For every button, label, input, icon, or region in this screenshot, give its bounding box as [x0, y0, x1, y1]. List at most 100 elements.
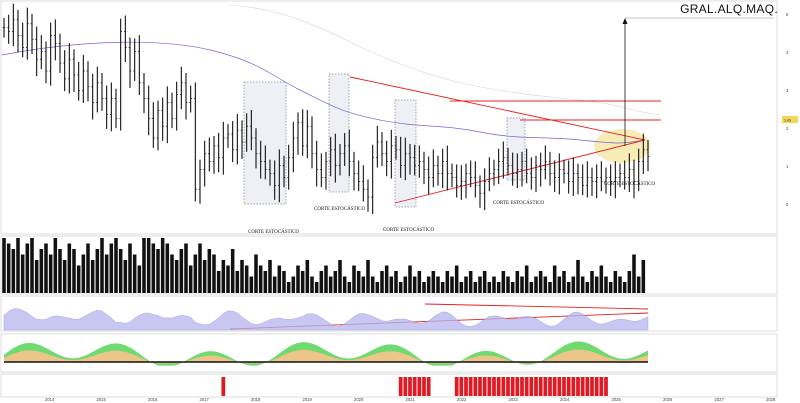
volume-bar — [174, 260, 179, 293]
volume-bar — [165, 243, 170, 293]
signal-bar — [398, 377, 403, 396]
volume-bar — [170, 254, 174, 293]
volume-bar — [95, 249, 100, 293]
volume-bar — [244, 265, 249, 293]
volume-bar — [398, 282, 403, 293]
volume-bar — [384, 265, 389, 293]
volume-bar — [30, 238, 34, 293]
volume-bar — [641, 260, 646, 293]
signal-bar — [552, 377, 557, 396]
volume-bar — [352, 265, 356, 293]
x-tick-label: 2022 — [457, 397, 467, 402]
signal-bar — [599, 377, 604, 396]
volume-bar — [552, 265, 557, 293]
volume-bar — [380, 271, 384, 293]
x-tick-label: 2020 — [354, 397, 364, 402]
signal-bar — [496, 377, 501, 396]
volume-bar — [459, 282, 464, 293]
signal-bar — [221, 377, 226, 396]
signal-bar — [478, 377, 482, 396]
volume-bar — [62, 260, 67, 293]
consolidation-boxes — [243, 73, 526, 208]
volume-bar — [109, 243, 114, 293]
signal-bar — [468, 377, 473, 396]
volume-bar — [314, 282, 319, 293]
annotation-corte-5: CORTE ESTOCÁSTICO — [604, 181, 656, 187]
signal-bar — [524, 377, 529, 396]
volume-bar — [412, 276, 417, 293]
x-tick-label: 2026 — [663, 397, 673, 402]
x-tick-label: 2018 — [251, 397, 261, 402]
volume-bar — [468, 271, 473, 293]
volume-bar — [436, 276, 440, 293]
signal-bar — [566, 377, 571, 396]
volume-bar — [146, 238, 151, 293]
signal-bar — [510, 377, 515, 396]
signal-bar — [487, 377, 492, 396]
volume-bar — [450, 276, 454, 293]
ticker-title: GRAL.ALQ.MAQ. — [680, 2, 778, 16]
volume-bar — [338, 260, 342, 293]
last-price-label: 1,43 — [784, 119, 791, 123]
volume-bar — [72, 249, 76, 293]
x-tick-label: 2023 — [509, 397, 519, 402]
x-tick-label: 2025 — [612, 397, 622, 402]
volume-bar — [25, 243, 30, 293]
signal-bar — [590, 377, 594, 396]
y-tick-label: 2 — [786, 126, 789, 131]
volume-bar — [258, 265, 263, 293]
volume-bar — [534, 276, 538, 293]
volume-bar — [184, 243, 188, 293]
volume-bar — [543, 276, 548, 293]
volume-bar — [142, 238, 146, 293]
volume-bar — [202, 260, 207, 293]
signal-bar — [417, 377, 422, 396]
volume-bar — [100, 238, 104, 293]
signal-bar — [464, 377, 468, 396]
signal-bar — [520, 377, 524, 396]
volume-bar — [594, 276, 599, 293]
volume-bar — [48, 254, 53, 293]
volume-bar — [300, 271, 305, 293]
volume-bar — [240, 260, 244, 293]
volume-bar — [291, 276, 296, 293]
signal-bar — [403, 377, 408, 396]
volume-bar — [618, 276, 622, 293]
signal-bar — [543, 377, 548, 396]
volume-bar — [207, 249, 212, 293]
volume-bar — [156, 249, 160, 293]
volume-bar — [305, 260, 310, 293]
stochastic-slow-area — [4, 349, 648, 364]
volume-bar — [580, 276, 585, 293]
signal-bar — [454, 377, 459, 396]
volume-bar — [613, 271, 618, 293]
x-tick-label: 2016 — [148, 397, 158, 402]
signal-bar — [576, 377, 580, 396]
panel-frames — [0, 0, 778, 398]
x-tick-label: 2027 — [715, 397, 725, 402]
stochastic-panel — [4, 341, 648, 366]
volume-bar — [324, 265, 328, 293]
volume-bar — [282, 271, 286, 293]
rsi-upper-line — [424, 303, 649, 310]
volume-bar — [632, 254, 636, 293]
volume-bar — [590, 271, 594, 293]
volume-bar — [216, 271, 221, 293]
y-axis-ticks: 5 4 3 2 1 0 — [786, 12, 789, 207]
volume-bar — [426, 276, 431, 293]
volume-bar — [562, 271, 566, 293]
volume-bar — [445, 271, 450, 293]
signal-bar — [482, 377, 487, 396]
volume-bar — [160, 238, 165, 293]
volume-bar — [104, 254, 109, 293]
volume-bar — [235, 271, 240, 293]
triangle-lower-line — [394, 139, 646, 204]
annotation-corte-4: CORTE ESTOCÁSTICO — [493, 200, 545, 206]
x-tick-label: 2019 — [303, 397, 313, 402]
volume-bar — [333, 271, 338, 293]
volume-bar — [576, 260, 580, 293]
x-tick-label: 2015 — [97, 397, 107, 402]
signal-bars — [221, 377, 608, 396]
signal-bar — [422, 377, 426, 396]
volume-bar — [622, 282, 627, 293]
